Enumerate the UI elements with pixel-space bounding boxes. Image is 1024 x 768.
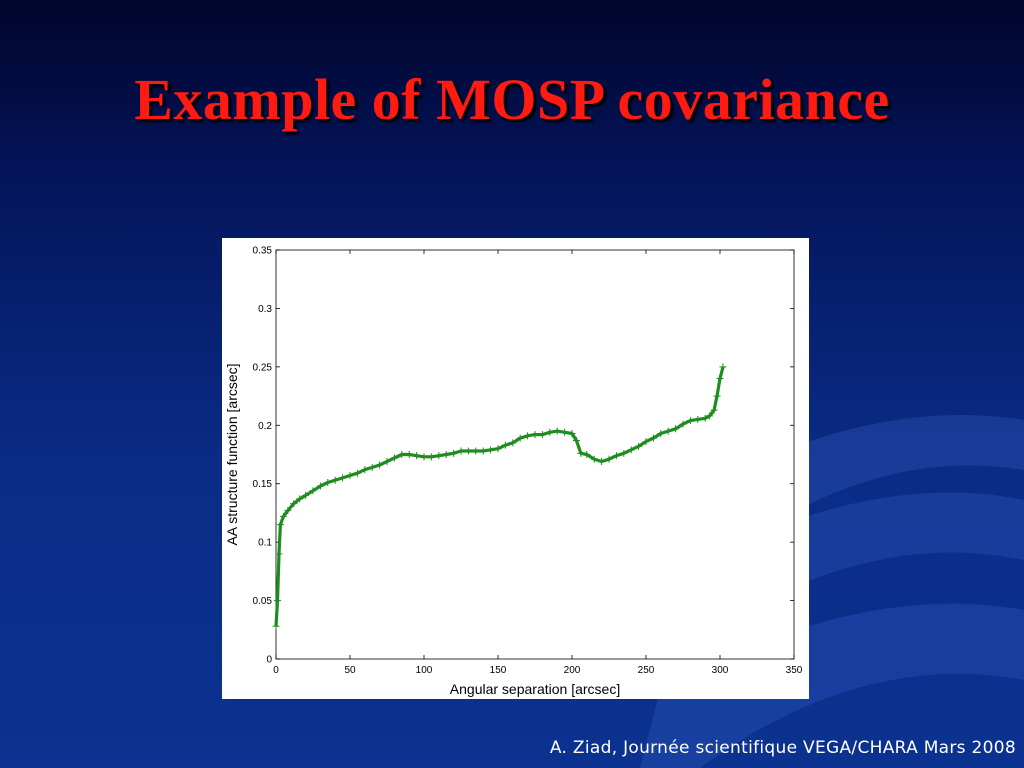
data-point-marker <box>479 447 487 455</box>
y-tick-label: 0.2 <box>258 421 272 432</box>
data-point-marker <box>353 469 361 477</box>
data-point-marker <box>572 436 580 444</box>
data-point-marker <box>390 454 398 462</box>
data-point-marker <box>494 445 502 453</box>
data-point-marker <box>472 447 480 455</box>
series-line <box>274 366 725 627</box>
data-point-marker <box>577 449 585 457</box>
data-point-marker <box>273 597 281 605</box>
data-point-marker <box>346 472 354 480</box>
x-tick-label: 50 <box>344 665 356 676</box>
data-point-marker <box>487 446 495 454</box>
data-point-marker <box>509 439 517 447</box>
data-point-marker <box>635 442 643 450</box>
chart-series <box>272 363 727 630</box>
data-point-marker <box>324 479 332 487</box>
data-point-marker <box>561 428 569 436</box>
data-point-marker <box>710 406 718 414</box>
y-tick-label: 0.1 <box>258 538 272 549</box>
data-point-marker <box>706 412 714 420</box>
x-tick-label: 0 <box>273 665 279 676</box>
data-point-marker <box>546 428 554 436</box>
data-point-marker <box>420 453 428 461</box>
data-point-marker <box>694 415 702 423</box>
data-point-marker <box>627 446 635 454</box>
data-point-marker <box>620 449 628 457</box>
data-point-marker <box>398 451 406 458</box>
plot-frame <box>275 249 795 660</box>
slide-title: Example of MOSP covariance <box>134 67 890 132</box>
data-point-marker <box>339 474 347 482</box>
data-point-marker <box>361 466 369 474</box>
x-tick-label: 300 <box>712 665 729 676</box>
data-point-marker <box>649 434 657 442</box>
data-point-marker <box>427 453 435 461</box>
data-point-marker <box>331 476 339 484</box>
footer-credit: A. Ziad, Journée scientifique VEGA/CHARA… <box>549 738 1016 758</box>
data-point-marker <box>442 451 450 458</box>
data-point-marker <box>590 455 598 463</box>
data-point-marker <box>719 363 727 371</box>
y-tick-label: 0.35 <box>253 246 273 257</box>
data-point-marker <box>605 455 613 463</box>
data-point-marker <box>275 550 283 558</box>
data-point-marker <box>583 451 591 458</box>
data-point-marker <box>296 495 304 503</box>
y-tick-label: 0.25 <box>253 362 273 373</box>
data-point-marker <box>701 414 709 422</box>
x-tick-label: 100 <box>416 665 433 676</box>
data-point-marker <box>316 482 324 490</box>
data-point-marker <box>713 392 721 400</box>
data-point-marker <box>716 375 724 383</box>
x-tick-label: 350 <box>786 665 803 676</box>
data-point-marker <box>405 451 413 458</box>
data-point-marker <box>368 463 376 471</box>
data-point-marker <box>272 622 280 630</box>
data-point-marker <box>568 429 576 437</box>
data-point-marker <box>464 447 472 455</box>
y-tick-label: 0.3 <box>258 304 272 315</box>
data-point-marker <box>435 452 443 460</box>
data-point-marker <box>612 452 620 460</box>
data-point-marker <box>279 512 287 520</box>
data-point-marker <box>413 452 421 460</box>
data-point-marker <box>679 420 687 428</box>
data-point-marker <box>284 507 292 515</box>
data-point-marker <box>538 431 546 439</box>
data-point-marker <box>553 427 561 435</box>
x-axis-label: Angular separation [arcsec] <box>450 681 620 697</box>
y-tick-label: 0.05 <box>253 596 273 607</box>
data-point-marker <box>672 425 680 433</box>
x-tick-label: 250 <box>638 665 655 676</box>
data-point-marker <box>524 432 532 440</box>
data-point-marker <box>450 449 458 457</box>
data-point-marker <box>657 429 665 437</box>
data-point-marker <box>276 521 284 529</box>
data-point-marker <box>457 447 465 455</box>
y-tick-label: 0 <box>266 655 272 666</box>
data-point-marker <box>642 438 650 446</box>
data-point-marker <box>302 491 310 499</box>
data-point-marker <box>598 458 606 466</box>
chart: 0 50 100 150 200 250 300 350 0 0.05 0.1 0.15 0.2 0.25… <box>224 246 803 698</box>
y-axis-label: AA structure function [arcsec] <box>224 363 240 545</box>
chart-axes: 0 50 100 150 200 250 300 350 0 0.05 0.1 0.15 0.2 0.25… <box>253 246 803 677</box>
y-tick-label: 0.15 <box>253 479 273 490</box>
data-point-marker <box>501 441 509 449</box>
data-point-marker <box>664 427 672 435</box>
x-tick-label: 150 <box>490 665 507 676</box>
data-point-marker <box>383 458 391 466</box>
chart-panel: 0 50 100 150 200 250 300 350 0 0.05 0.1 0.15 0.2 0.25… <box>222 238 809 699</box>
data-point-marker <box>686 417 694 425</box>
data-point-marker <box>516 434 524 442</box>
data-point-marker <box>290 500 298 508</box>
data-point-marker <box>531 431 539 439</box>
data-point-marker <box>309 487 317 495</box>
data-point-marker <box>376 461 384 469</box>
x-tick-label: 200 <box>564 665 581 676</box>
